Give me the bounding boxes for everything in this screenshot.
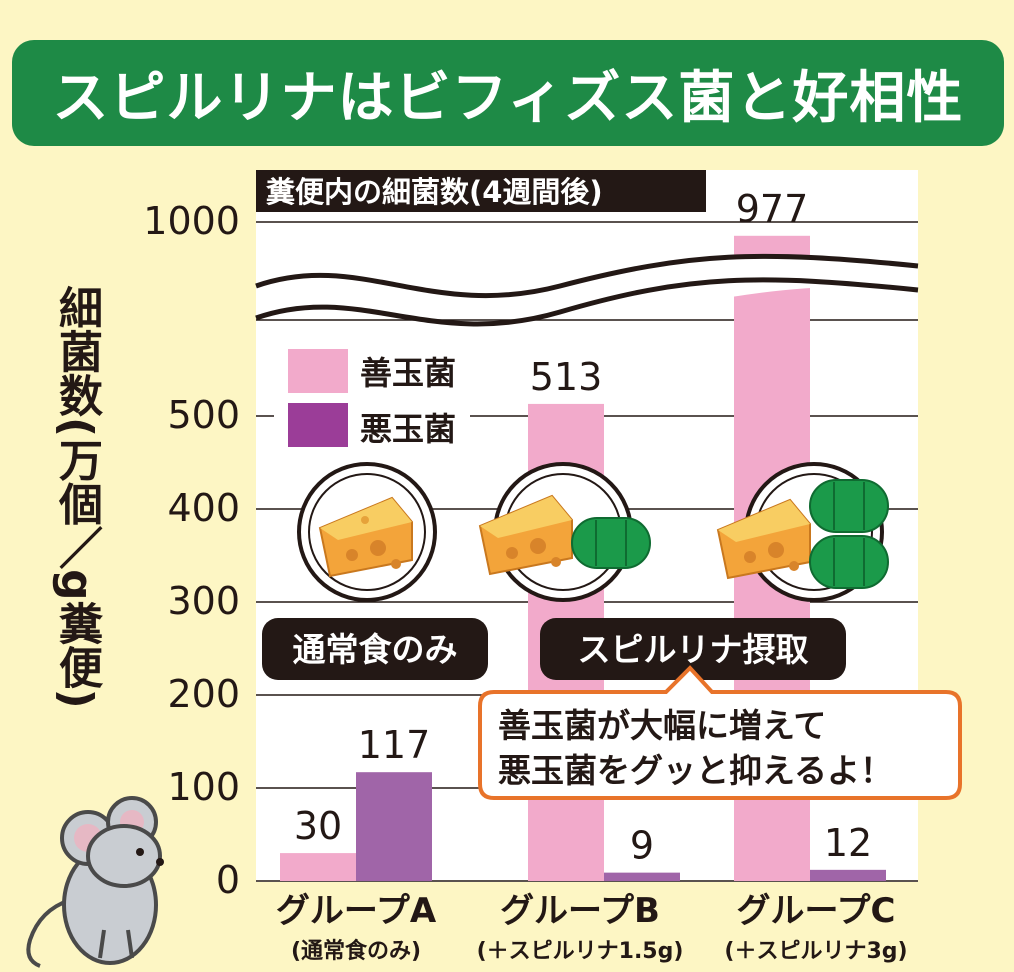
label-spirulina-text: スピルリナ摂取: [578, 630, 809, 669]
y-tick-labels: 0 100 200 300 400 500 1000: [143, 199, 240, 902]
spirulina-tablet-icon: [809, 535, 889, 589]
chart-title-text: スピルリナはビフィズス菌と好相性: [52, 65, 964, 131]
chart-title: スピルリナはビフィズス菌と好相性: [12, 40, 1004, 146]
bar: [810, 869, 886, 881]
x-tick-label: グループA: [276, 891, 437, 931]
legend: 善玉菌 悪玉菌: [274, 333, 470, 461]
y-tick-label: 0: [216, 858, 240, 902]
bar-value-label: 12: [824, 821, 872, 865]
subtitle-tag: [256, 170, 706, 212]
chart-subtitle: 糞便内の細菌数(4週間後): [266, 175, 603, 209]
speech-bubble: 善玉菌が大幅に増えて 悪玉菌をグッと抑えるよ！: [478, 665, 962, 800]
speech-line-1: 善玉菌が大幅に増えて: [498, 706, 826, 745]
spirulina-tablet-icon: [571, 517, 651, 569]
legend-label-bad: 悪玉菌: [360, 410, 456, 448]
bar: [604, 872, 680, 881]
axis-break: [255, 253, 919, 327]
y-tick-label: 100: [167, 765, 240, 809]
label-normal-box: [262, 618, 488, 680]
y-tick-label: 400: [167, 486, 240, 530]
bar: [356, 772, 432, 881]
y-tick-label: 300: [167, 579, 240, 623]
y-tick-label: 500: [167, 393, 240, 437]
spirulina-tablet-icon: [809, 479, 889, 533]
y-tick-label: 200: [167, 672, 240, 716]
bar-value-label: 30: [294, 804, 342, 848]
bar-value-labels: 30 513 977 117 9 12: [294, 187, 872, 868]
y-axis-label: 細菌数(万個／g糞便): [51, 285, 102, 709]
bar-value-label: 977: [736, 187, 809, 231]
mouse-icon: [26, 796, 164, 968]
x-axis-labels: グループA (通常食のみ) グループB (＋スピルリナ1.5g) グループC (＋スピルリ…: [276, 891, 908, 964]
label-normal-text: 通常食のみ: [293, 630, 458, 669]
speech-line-2: 悪玉菌をグッと抑えるよ！: [498, 751, 893, 790]
legend-swatch-bad: [288, 403, 348, 447]
label-spirulina-box: [540, 618, 846, 680]
x-tick-sublabel: (通常食のみ): [291, 938, 421, 964]
bar: [280, 853, 356, 881]
x-tick-label: グループC: [737, 891, 896, 931]
bar-value-label: 513: [530, 355, 603, 399]
bar-value-label: 117: [358, 723, 431, 767]
y-tick-label: 1000: [143, 199, 240, 243]
cheese-plate-icon: [297, 462, 437, 602]
x-tick-sublabel: (＋スピルリナ1.5g): [477, 939, 684, 964]
x-tick-label: グループB: [500, 891, 660, 931]
x-tick-sublabel: (＋スピルリナ3g): [724, 939, 907, 964]
legend-label-good: 善玉菌: [360, 354, 456, 392]
legend-swatch-good: [288, 349, 348, 393]
bar-value-label: 9: [630, 824, 654, 868]
